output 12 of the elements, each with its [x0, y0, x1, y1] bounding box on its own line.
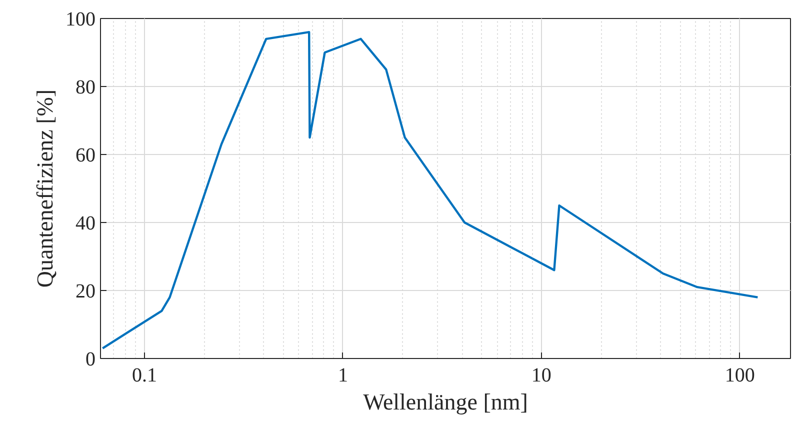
y-tick-label: 40 [76, 212, 96, 234]
x-tick-label: 10 [531, 364, 552, 386]
y-axis-title: Quanteneffizienz [%] [32, 89, 58, 288]
x-tick-label: 0.1 [132, 364, 158, 386]
x-tick-label: 100 [724, 364, 755, 386]
x-tick-label: 1 [338, 364, 348, 386]
y-tick-label: 0 [86, 348, 96, 370]
y-tick-label: 60 [76, 144, 96, 166]
y-tick-label: 80 [76, 76, 96, 98]
x-axis-title: Wellenlänge [nm] [363, 390, 528, 414]
y-tick-label: 20 [76, 280, 96, 302]
y-tick-label: 100 [66, 8, 96, 30]
